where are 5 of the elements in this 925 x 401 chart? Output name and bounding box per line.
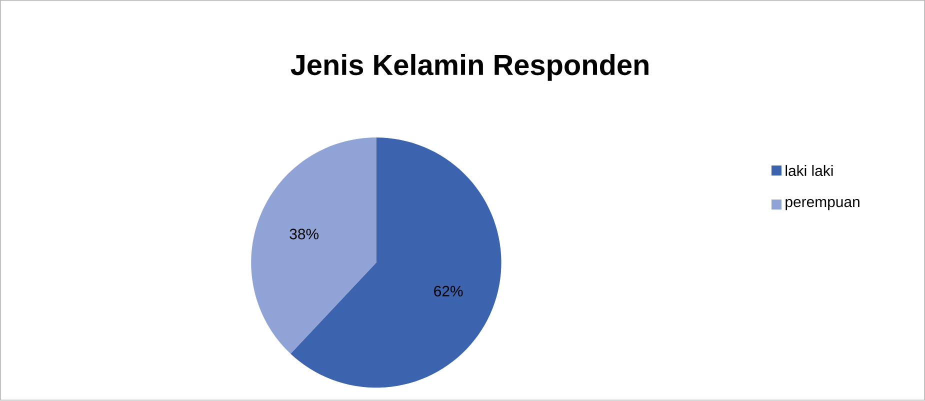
- chart-title: Jenis Kelamin Responden: [290, 54, 648, 82]
- data-label: 62%: [434, 286, 463, 297]
- legend-label: laki laki: [786, 165, 833, 176]
- data-label: 38%: [290, 228, 319, 240]
- legend-label: perempuan: [786, 199, 860, 210]
